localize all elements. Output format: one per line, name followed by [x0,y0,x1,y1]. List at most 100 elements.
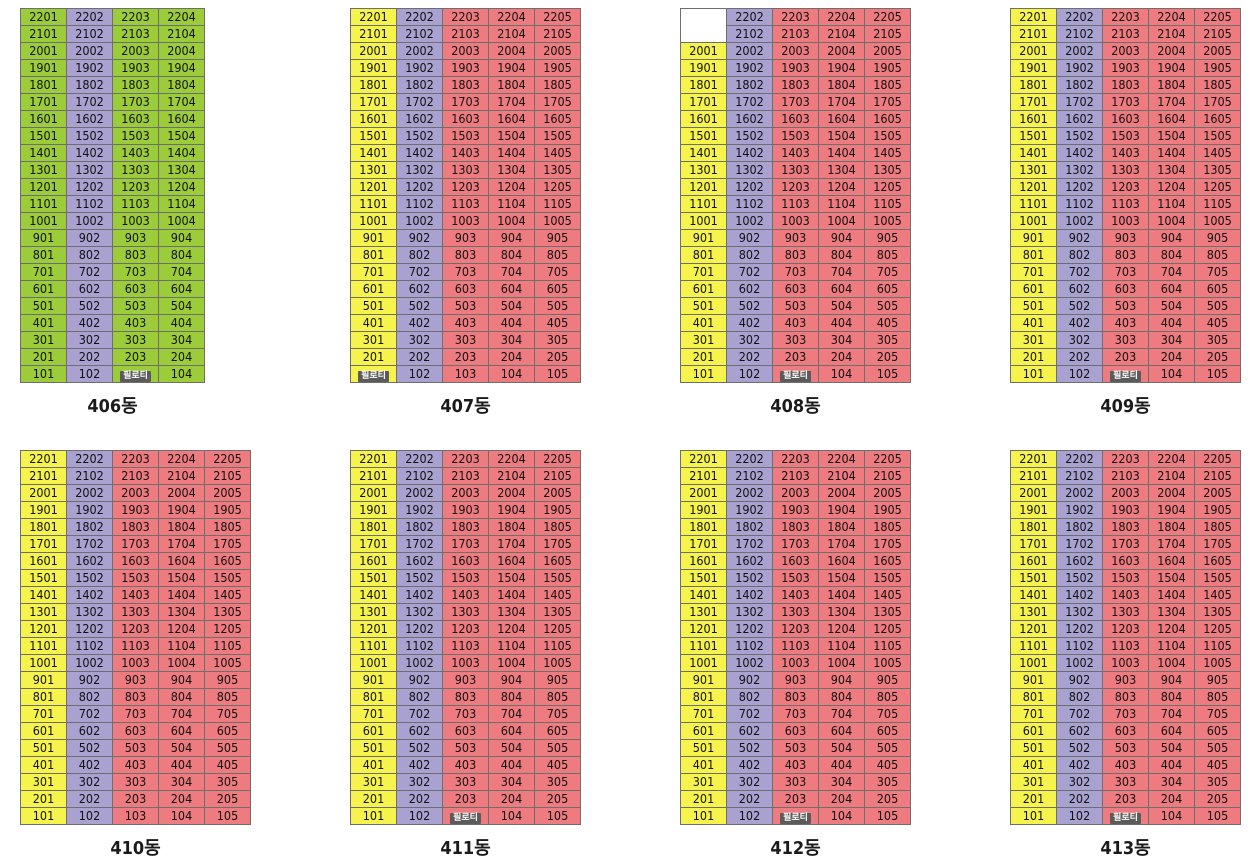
unit-cell: 1303 [1102,603,1149,621]
floor-row: 801 802 803 804 805 [350,246,581,264]
unit-cell: 104 [818,807,865,825]
floor-row: 401 402 403 404 405 [1010,756,1241,774]
unit-cell: 2102 [726,25,773,43]
unit-cell: 403 [772,756,819,774]
floor-row: 1301 1302 1303 1304 1305 [680,161,911,179]
floor-row: 1301 1302 1303 1304 1305 [1010,161,1241,179]
floor-row: 601 602 603 604 605 [1010,722,1241,740]
unit-cell: 2002 [66,42,113,60]
unit-cell: 1105 [204,637,251,655]
unit-cell: 2202 [1056,8,1103,26]
unit-cell: 1701 [1010,535,1057,553]
unit-cell: 1401 [1010,144,1057,162]
unit-cell: 705 [534,263,581,281]
unit-cell: 803 [1102,688,1149,706]
unit-cell: 1504 [158,569,205,587]
unit-cell: 1201 [680,178,727,196]
building-6: 2201 2202 2203 2204 2205 2101 2102 2103 2104 2105… [680,450,911,859]
unit-cell: 602 [726,280,773,298]
unit-cell: 404 [488,314,535,332]
unit-cell: 2101 [350,25,397,43]
floor-row: 1601 1602 1603 1604 [20,110,205,128]
unit-cell: 2001 [350,42,397,60]
unit-cell: 301 [680,331,727,349]
unit-cell: 1904 [488,59,535,77]
unit-cell: 1104 [158,195,205,213]
unit-cell: 1104 [488,637,535,655]
unit-cell: 201 [1010,348,1057,366]
unit-cell: 1404 [1148,144,1195,162]
floor-row: 1201 1202 1203 1204 1205 [1010,178,1241,196]
unit-cell: 104 [488,365,535,383]
unit-cell: 1903 [112,501,159,519]
unit-cell: 1804 [488,518,535,536]
unit-cell: 503 [112,297,159,315]
unit-cell: 2204 [488,8,535,26]
unit-cell: 703 [772,705,819,723]
unit-cell: 505 [534,739,581,757]
unit-cell: 702 [66,263,113,281]
unit-cell: 605 [1194,722,1241,740]
unit-cell: 1203 [1102,620,1149,638]
floor-row: 1501 1502 1503 1504 [20,127,205,145]
unit-cell: 501 [1010,297,1057,315]
unit-cell: 1002 [396,212,443,230]
unit-cell: 1905 [204,501,251,519]
unit-cell: 1101 [680,195,727,213]
unit-cell: 1205 [864,620,911,638]
unit-cell: 1903 [442,501,489,519]
unit-cell: 1802 [66,518,113,536]
unit-cell: 1201 [680,620,727,638]
floor-row: 401 402 403 404 [20,314,205,332]
unit-cell: 1104 [488,195,535,213]
unit-cell: 1603 [442,552,489,570]
unit-cell: 601 [350,722,397,740]
unit-cell: 1403 [1102,144,1149,162]
unit-cell: 203 [112,348,159,366]
unit-cell: 1805 [204,518,251,536]
unit-cell: 1502 [1056,127,1103,145]
unit-cell: 701 [350,263,397,281]
unit-cell: 1605 [864,552,911,570]
unit-cell: 204 [158,790,205,808]
unit-cell: 1702 [396,93,443,111]
floor-row: 1201 1202 1203 1204 1205 [1010,620,1241,638]
unit-cell: 504 [158,297,205,315]
unit-cell: 1604 [488,552,535,570]
unit-cell: 1902 [396,59,443,77]
unit-cell: 305 [1194,773,1241,791]
unit-cell: 205 [204,790,251,808]
unit-cell: 1201 [350,178,397,196]
unit-cell: 1705 [534,93,581,111]
unit-cell: 104 [488,807,535,825]
unit-cell: 503 [442,297,489,315]
unit-cell: 1403 [772,144,819,162]
floor-row: 1701 1702 1703 1704 1705 [1010,535,1241,553]
unit-cell: 403 [442,314,489,332]
piloti-label: 필로티 [780,371,811,382]
unit-cell: 1502 [726,127,773,145]
unit-cell: 1705 [864,93,911,111]
floor-row: 1001 1002 1003 1004 [20,212,205,230]
unit-cell: 1304 [1148,603,1195,621]
unit-cell: 1203 [442,620,489,638]
unit-cell: 702 [1056,263,1103,281]
unit-cell: 1803 [442,518,489,536]
unit-cell: 1005 [534,654,581,672]
floor-row: 501 502 503 504 505 [350,297,581,315]
unit-cell: 904 [488,229,535,247]
unit-cell: 1302 [1056,603,1103,621]
unit-cell: 2002 [396,42,443,60]
unit-cell: 105 [534,365,581,383]
unit-cell: 1205 [534,178,581,196]
floor-row: 1601 1602 1603 1604 1605 [680,110,911,128]
unit-cell: 1803 [1102,76,1149,94]
unit-cell: 404 [818,756,865,774]
unit-cell: 1303 [112,161,159,179]
unit-cell: 705 [864,705,911,723]
unit-cell: 1805 [864,76,911,94]
unit-cell: 102 [1056,807,1103,825]
unit-cell: 1904 [1148,59,1195,77]
unit-cell: 2105 [864,25,911,43]
unit-cell: 1601 [680,552,727,570]
